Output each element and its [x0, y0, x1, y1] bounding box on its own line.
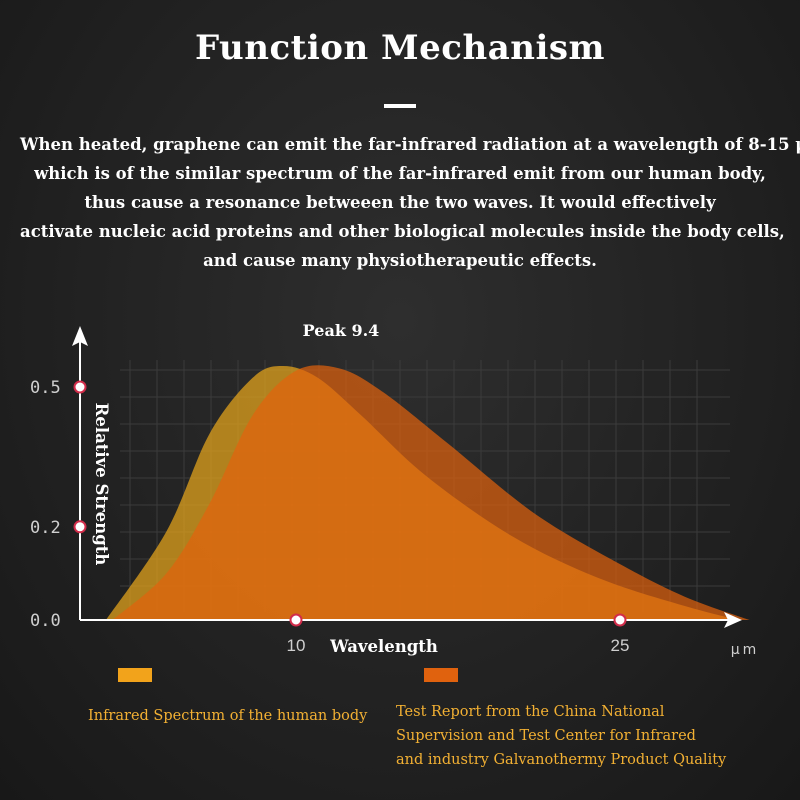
x-tick-label: 25 — [611, 636, 630, 655]
description-line: thus cause a resonance betweeen the two … — [84, 193, 716, 212]
x-axis-label: Wavelength — [329, 637, 438, 656]
page-title: Function Mechanism — [194, 28, 605, 68]
description-line: When heated, graphene can emit the far-i… — [20, 135, 800, 154]
series-area-1 — [112, 365, 750, 620]
x-tick-marker — [289, 613, 303, 627]
y-tick-label: 0.5 — [30, 378, 61, 398]
legend-label-line: Test Report from the China National — [396, 704, 665, 720]
description-line: activate nucleic acid proteins and other… — [20, 222, 785, 241]
x-axis-arrow — [724, 612, 742, 628]
legend-label-line: Supervision and Test Center for Infrared — [396, 728, 696, 744]
legend-swatch-human-body — [118, 668, 152, 682]
legend-label-line: and industry Galvanothermy Product Quali… — [396, 752, 727, 768]
legend-label-line: Infrared Spectrum of the human body — [88, 708, 368, 724]
y-tick-label: 0.0 — [30, 611, 61, 631]
x-axis-unit: μm — [731, 642, 760, 658]
description: When heated, graphene can emit the far-i… — [20, 130, 800, 275]
x-tick-label: 10 — [287, 636, 306, 655]
legend-label-human-body: Infrared Spectrum of the human body — [88, 704, 367, 728]
y-tick-marker — [73, 520, 87, 534]
y-axis-label: Relative Strength — [92, 403, 111, 566]
description-line: which is of the similar spectrum of the … — [34, 164, 766, 183]
legend-label-test-report: Test Report from the China National Supe… — [396, 700, 726, 772]
y-tick-label: 0.2 — [30, 518, 61, 538]
y-axis-arrow — [72, 326, 88, 346]
title-underline — [384, 104, 416, 108]
y-tick-marker — [73, 380, 87, 394]
legend-swatch-test-report — [424, 668, 458, 682]
peak-annotation: Peak 9.4 — [303, 321, 380, 340]
description-line: and cause many physiotherapeutic effects… — [203, 251, 597, 270]
spectrum-chart: 0.0 0.2 0.5 10 25 Wavelength μm Relative Streng… — [30, 321, 760, 658]
x-tick-marker — [613, 613, 627, 627]
